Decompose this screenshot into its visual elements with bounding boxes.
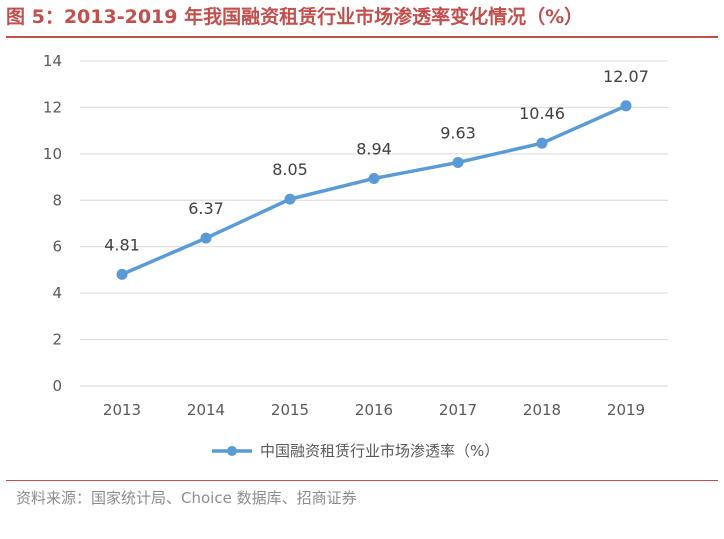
data-label: 8.94 <box>356 139 392 158</box>
y-tick-label: 14 <box>43 52 62 70</box>
y-tick-label: 8 <box>52 191 62 209</box>
legend-marker <box>227 446 237 456</box>
legend-label: 中国融资租赁行业市场渗透率（%） <box>260 442 499 460</box>
y-tick-label: 4 <box>52 284 62 302</box>
source-divider <box>6 480 718 481</box>
figure-title: 图 5：2013-2019 年我国融资租赁行业市场渗透率变化情况（%） <box>6 6 584 28</box>
y-tick-label: 6 <box>52 238 62 256</box>
data-point <box>368 172 380 184</box>
x-tick-label: 2018 <box>523 401 561 419</box>
source-note: 资料来源：国家统计局、Choice 数据库、招商证券 <box>16 489 357 507</box>
data-label: 6.37 <box>188 199 224 218</box>
y-tick-label: 10 <box>43 145 62 163</box>
data-label: 12.07 <box>603 67 649 86</box>
series-line <box>120 104 628 277</box>
chart-container: 0 2 4 6 8 10 12 14 2013 2014 2015 2016 2017 2018 2019… <box>0 38 724 478</box>
data-point <box>116 268 128 280</box>
data-point <box>620 100 632 112</box>
x-tick-label: 2015 <box>271 401 309 419</box>
y-tick-label: 2 <box>52 331 62 349</box>
data-label: 4.81 <box>104 235 140 254</box>
data-label: 8.05 <box>272 160 308 179</box>
y-tick-label: 12 <box>43 98 62 116</box>
data-label: 9.63 <box>440 123 476 142</box>
x-tick-label: 2019 <box>607 401 645 419</box>
data-point <box>284 193 296 205</box>
x-tick-label: 2017 <box>439 401 477 419</box>
data-point <box>452 156 464 168</box>
y-tick-label: 0 <box>52 377 62 395</box>
line-chart: 0 2 4 6 8 10 12 14 2013 2014 2015 2016 2017 2018 2019… <box>43 52 668 460</box>
x-tick-label: 2014 <box>187 401 225 419</box>
title-divider <box>6 36 718 38</box>
x-tick-label: 2013 <box>103 401 141 419</box>
data-point <box>536 137 548 149</box>
data-point <box>200 232 212 244</box>
x-tick-label: 2016 <box>355 401 393 419</box>
data-label: 10.46 <box>519 104 565 123</box>
